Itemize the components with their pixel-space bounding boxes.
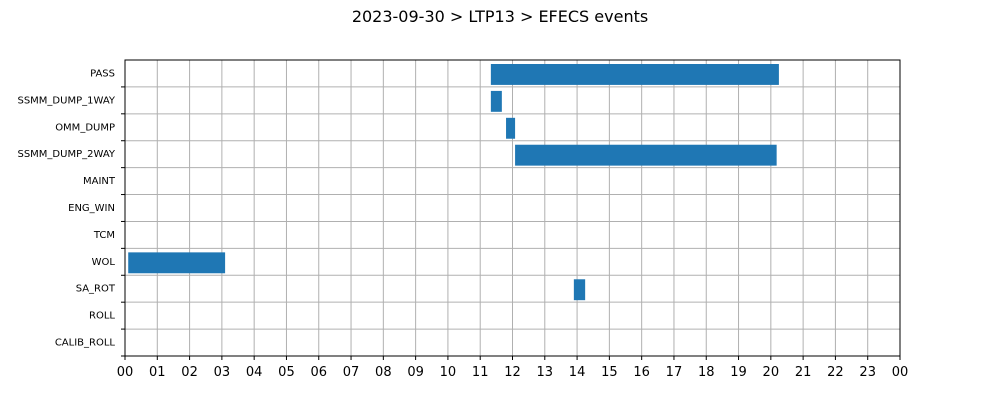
x-tick-label: 03 xyxy=(214,365,231,380)
x-tick-label: 04 xyxy=(246,365,263,380)
y-tick-label: ENG_WIN xyxy=(68,203,115,214)
y-tick-label: WOL xyxy=(92,257,116,268)
x-tick-label: 11 xyxy=(472,365,489,380)
y-tick-label: CALIB_ROLL xyxy=(55,338,116,349)
event-bar-ssmm-dump-1way xyxy=(490,90,502,112)
x-tick-label: 07 xyxy=(343,365,360,380)
grid-layer xyxy=(125,60,900,356)
x-tick-label: 14 xyxy=(569,365,586,380)
x-tick-label: 18 xyxy=(698,365,715,380)
x-tick-label: 05 xyxy=(278,365,295,380)
x-tick-label: 22 xyxy=(827,365,844,380)
x-tick-label: 19 xyxy=(730,365,747,380)
bar-layer xyxy=(128,64,779,301)
x-tick-label: 20 xyxy=(763,365,780,380)
x-tick-label: 13 xyxy=(537,365,554,380)
x-tick-label: 21 xyxy=(795,365,812,380)
y-tick-label: TCM xyxy=(93,230,115,241)
x-tick-label: 15 xyxy=(601,365,618,380)
y-tick-label: SSMM_DUMP_1WAY xyxy=(17,95,115,106)
y-tick-label: PASS xyxy=(90,68,115,79)
x-tick-label: 08 xyxy=(375,365,392,380)
x-tick-label: 10 xyxy=(440,365,457,380)
x-tick-label: 16 xyxy=(633,365,650,380)
y-tick-label: OMM_DUMP xyxy=(55,122,115,133)
x-tick-label: 12 xyxy=(504,365,521,380)
event-bar-ssmm-dump-2way xyxy=(515,144,777,166)
event-bar-omm-dump xyxy=(506,117,516,139)
x-tick-label: 00 xyxy=(892,365,909,380)
event-bar-pass xyxy=(490,64,779,85)
x-tick-label: 02 xyxy=(181,365,198,380)
x-tick-label: 01 xyxy=(149,365,166,380)
chart-title: 2023-09-30 > LTP13 > EFECS events xyxy=(352,7,648,26)
y-tick-label: ROLL xyxy=(89,311,115,322)
x-tick-label: 09 xyxy=(407,365,424,380)
x-tick-label: 23 xyxy=(859,365,876,380)
x-tick-label: 06 xyxy=(310,365,327,380)
y-tick-label: SSMM_DUMP_2WAY xyxy=(17,149,115,160)
x-axis: 00 01 02 03 04 05 06 07 08 09 10 11 12 13 14 15 16 17 18 19… xyxy=(117,356,909,380)
x-tick-label: 17 xyxy=(666,365,683,380)
x-tick-label: 00 xyxy=(117,365,134,380)
event-bar-sa-rot xyxy=(573,279,586,301)
y-tick-label: MAINT xyxy=(83,176,116,187)
event-bar-wol xyxy=(128,252,226,274)
y-axis: PASS SSMM_DUMP_1WAY OMM_DUMP SSMM_DUMP_2WAY… xyxy=(17,68,125,357)
y-tick-label: SA_ROT xyxy=(76,284,116,295)
